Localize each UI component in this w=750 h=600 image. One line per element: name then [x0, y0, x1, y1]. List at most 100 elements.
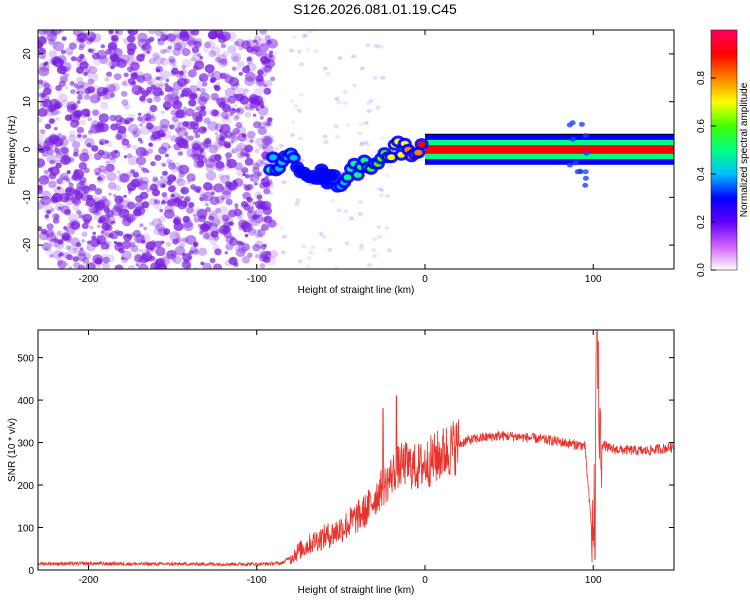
noise-cell: [158, 30, 169, 36]
noise-cell: [148, 221, 154, 226]
noise-cell: [232, 127, 240, 135]
noise-cell: [63, 229, 70, 234]
noise-cell: [250, 48, 258, 55]
noise-cell: [146, 250, 150, 254]
noise-cell: [262, 137, 272, 146]
noise-cell: [88, 66, 98, 74]
noise-cell: [153, 95, 161, 103]
noise-cell: [380, 136, 386, 141]
noise-cell: [76, 181, 85, 190]
noise-cell: [243, 88, 249, 94]
noise-cell: [135, 263, 140, 267]
noise-cell: [259, 30, 267, 35]
noise-cell: [114, 184, 122, 192]
noise-cell: [108, 192, 112, 196]
noise-cell: [249, 96, 258, 104]
noise-cell: [89, 225, 94, 230]
x-tick-label: -200: [78, 274, 98, 285]
noise-cell: [145, 241, 156, 251]
noise-cell: [122, 217, 132, 227]
x-tick-label: 0: [422, 575, 428, 586]
noise-cell: [79, 247, 84, 251]
noise-cell: [54, 148, 60, 153]
noise-cell: [68, 130, 76, 137]
noise-cell: [224, 75, 234, 84]
noise-cell: [220, 58, 228, 66]
colorbar-tick-label: 0.8: [696, 71, 707, 85]
noise-cell: [225, 236, 234, 244]
noise-cell: [116, 204, 128, 214]
noise-cell: [42, 99, 52, 108]
noise-cell: [235, 121, 243, 129]
noise-cell: [199, 223, 210, 234]
noise-cell: [265, 121, 272, 127]
noise-cell: [263, 243, 267, 248]
noise-cell: [268, 249, 279, 259]
noise-cell: [253, 88, 264, 97]
noise-cell: [255, 107, 260, 111]
noise-cell: [249, 173, 260, 183]
noise-cell: [176, 237, 182, 243]
colorbar-gradient: [710, 29, 738, 271]
noise-cell: [241, 243, 251, 252]
noise-cell: [263, 134, 275, 145]
noise-cell: [244, 233, 249, 238]
noise-cell: [97, 149, 105, 156]
noise-cell: [199, 230, 204, 235]
y-tick-label: 20: [22, 48, 33, 60]
noise-cell: [213, 263, 222, 269]
spectrogram-y-label: Frequency (Hz): [7, 116, 18, 185]
noise-cell: [146, 114, 154, 122]
noise-cell: [68, 266, 73, 269]
noise-cell: [221, 186, 232, 196]
noise-cell: [193, 158, 205, 169]
noise-cell: [244, 71, 256, 82]
noise-cell: [103, 207, 110, 214]
noise-cell: [259, 254, 268, 262]
noise-cell: [44, 61, 49, 66]
noise-cell: [59, 75, 68, 83]
noise-cell: [45, 229, 55, 238]
noise-cell: [177, 77, 188, 87]
noise-cell: [44, 215, 49, 219]
noise-cell: [257, 100, 264, 107]
noise-cell: [234, 162, 243, 171]
noise-cell: [278, 143, 284, 148]
noise-cell: [359, 142, 364, 147]
noise-cell: [246, 197, 253, 203]
x-tick-label: 100: [585, 274, 602, 285]
noise-cell: [185, 235, 197, 245]
noise-cell: [236, 211, 245, 219]
noise-cell: [48, 57, 57, 65]
noise-cell: [366, 109, 372, 114]
noise-cell: [53, 238, 59, 243]
noise-cell: [51, 56, 60, 65]
noise-cell: [194, 133, 201, 139]
noise-cell: [334, 134, 340, 139]
noise-cell: [106, 171, 117, 182]
noise-cell: [136, 156, 147, 166]
noise-cell: [76, 76, 84, 84]
noise-cell: [121, 138, 130, 146]
noise-cell: [254, 148, 260, 154]
noise-cell: [237, 244, 241, 249]
noise-cell: [73, 151, 79, 157]
noise-cell: [86, 113, 90, 117]
noise-cell: [231, 132, 240, 141]
noise-cell: [117, 230, 124, 237]
noise-cell: [199, 214, 207, 221]
noise-cell: [56, 259, 63, 265]
noise-cell: [268, 54, 274, 59]
noise-cell: [263, 188, 271, 195]
noise-cell: [379, 187, 384, 192]
noise-cell: [230, 140, 234, 144]
noise-cell: [236, 142, 247, 153]
noise-cell: [234, 208, 243, 217]
noise-cell: [205, 163, 215, 172]
track-cell-core: [343, 174, 352, 181]
noise-cell: [121, 200, 131, 208]
noise-cell: [60, 99, 70, 108]
noise-cell: [160, 175, 164, 180]
noise-cell: [375, 105, 381, 110]
noise-cell: [78, 57, 88, 65]
